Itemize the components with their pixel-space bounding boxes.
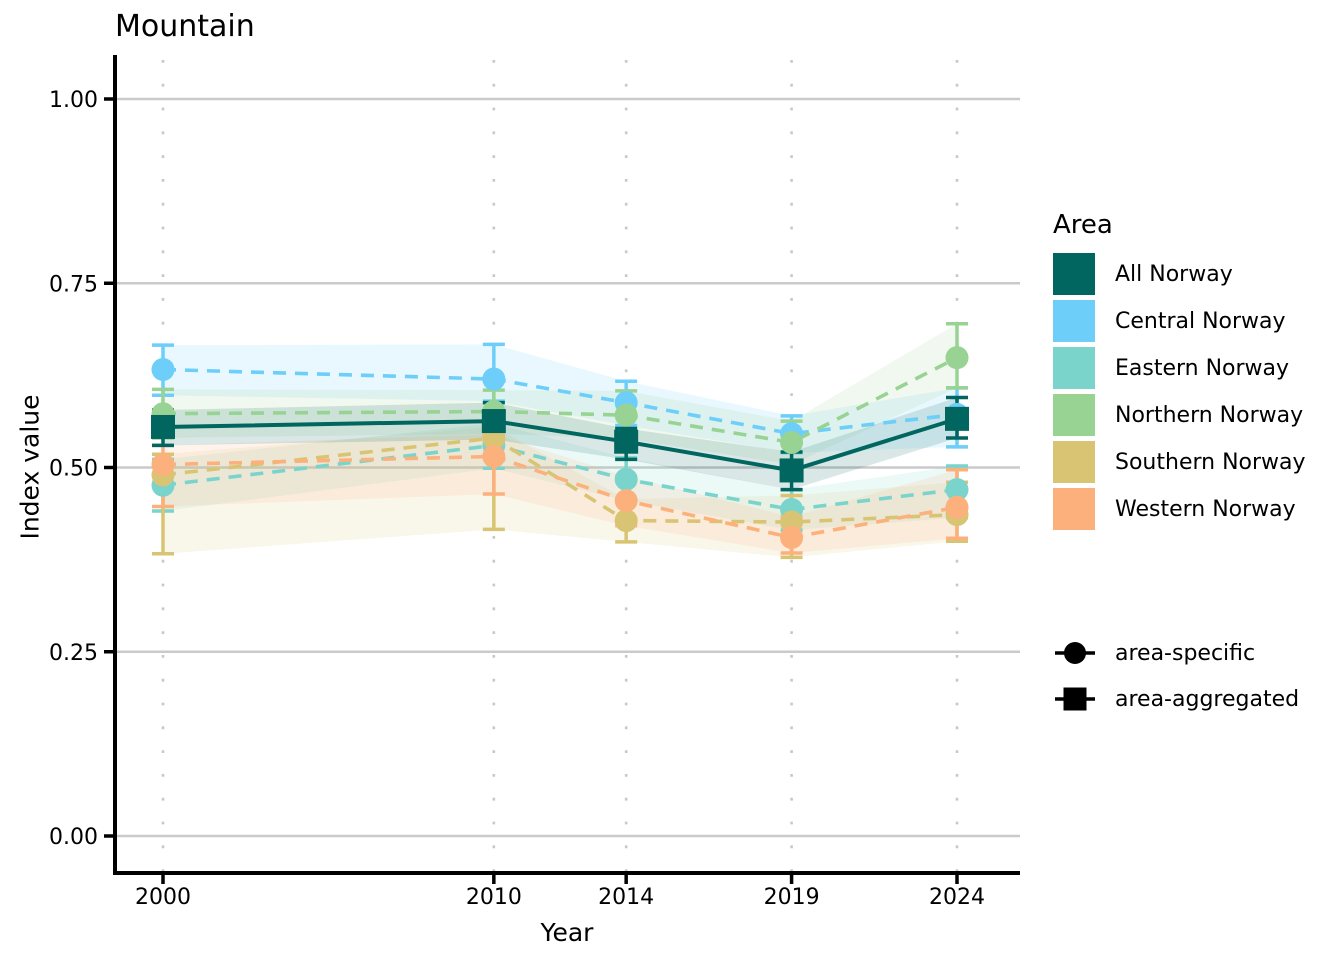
legend-item-western-norway: Western Norway bbox=[1053, 488, 1333, 530]
point-southern-norway-2014 bbox=[614, 509, 638, 533]
eastern-norway-swatch bbox=[1053, 347, 1095, 389]
point-all-norway-2000 bbox=[151, 414, 175, 439]
central-norway-swatch bbox=[1053, 300, 1095, 342]
point-northern-norway-2024 bbox=[945, 346, 969, 370]
legend-item-eastern-norway: Eastern Norway bbox=[1053, 347, 1333, 389]
x-tick-label: 2019 bbox=[764, 885, 820, 910]
western-norway-swatch bbox=[1053, 488, 1095, 530]
y-tick-label: 1.00 bbox=[49, 88, 98, 113]
legend-area: Area All Norway Central Norway Eastern N… bbox=[1053, 210, 1333, 535]
legend-item-label: Central Norway bbox=[1115, 308, 1286, 334]
legend-item-area-specific: area-specific bbox=[1053, 638, 1333, 668]
northern-norway-swatch bbox=[1053, 394, 1095, 436]
point-western-norway-2019 bbox=[780, 526, 804, 550]
southern-norway-swatch bbox=[1053, 441, 1095, 483]
point-eastern-norway-2014 bbox=[614, 467, 638, 491]
chart-title: Mountain bbox=[115, 9, 255, 44]
legend-item-southern-norway: Southern Norway bbox=[1053, 441, 1333, 483]
ribbon-northern-norway bbox=[163, 323, 957, 465]
legend-item-all-norway: All Norway bbox=[1053, 253, 1333, 295]
point-eastern-norway-2024 bbox=[945, 478, 969, 502]
point-all-norway-2014 bbox=[614, 429, 639, 454]
data-points bbox=[151, 346, 969, 550]
y-tick-label: 0.00 bbox=[49, 825, 98, 850]
point-western-norway-2010 bbox=[482, 444, 506, 468]
circle-marker-icon bbox=[1053, 638, 1097, 668]
legend-item-label: Eastern Norway bbox=[1115, 355, 1290, 381]
legend-item-central-norway: Central Norway bbox=[1053, 300, 1333, 342]
legend-title: Area bbox=[1053, 210, 1113, 240]
x-tick-label: 2000 bbox=[135, 885, 191, 910]
point-all-norway-2024 bbox=[945, 406, 969, 431]
y-axis-title: Index value bbox=[15, 394, 45, 540]
point-central-norway-2010 bbox=[482, 367, 506, 391]
y-tick-label: 0.50 bbox=[49, 457, 98, 482]
point-all-norway-2010 bbox=[481, 409, 506, 434]
legend-item-area-aggregated: area-aggregated bbox=[1053, 684, 1333, 714]
y-tick-label: 0.25 bbox=[49, 641, 98, 666]
point-all-norway-2019 bbox=[779, 458, 804, 483]
x-axis-title: Year bbox=[540, 918, 594, 947]
x-tick-label: 2010 bbox=[466, 885, 522, 910]
axes bbox=[113, 55, 1020, 875]
point-western-norway-2014 bbox=[614, 489, 638, 513]
legend-item-label: Southern Norway bbox=[1115, 449, 1306, 475]
legend-item-label: All Norway bbox=[1115, 261, 1233, 287]
legend-item-label: Western Norway bbox=[1115, 496, 1296, 522]
all-norway-swatch bbox=[1053, 253, 1095, 295]
square-marker-icon bbox=[1053, 684, 1097, 714]
tick-marks bbox=[104, 97, 959, 884]
legend-item-label: Northern Norway bbox=[1115, 402, 1304, 428]
point-central-norway-2000 bbox=[151, 357, 175, 381]
x-tick-label: 2014 bbox=[598, 885, 654, 910]
y-tick-labels: 0.00 0.25 0.50 0.75 1.00 bbox=[49, 88, 98, 850]
legend-item-label: area-aggregated bbox=[1115, 686, 1300, 712]
point-western-norway-2024 bbox=[945, 495, 969, 519]
y-tick-label: 0.75 bbox=[49, 272, 98, 297]
point-western-norway-2000 bbox=[151, 453, 175, 477]
legend-item-label: area-specific bbox=[1115, 640, 1256, 666]
x-tick-label: 2024 bbox=[929, 885, 985, 910]
horizontal-gridlines bbox=[115, 97, 1020, 838]
legend-shapes: area-specific area-aggregated bbox=[1053, 638, 1333, 730]
point-northern-norway-2014 bbox=[614, 403, 638, 427]
point-northern-norway-2019 bbox=[780, 430, 804, 454]
legend-item-northern-norway: Northern Norway bbox=[1053, 394, 1333, 436]
confidence-ribbons bbox=[163, 323, 957, 558]
x-tick-labels: 2000 2010 2014 2019 2024 bbox=[135, 885, 985, 910]
